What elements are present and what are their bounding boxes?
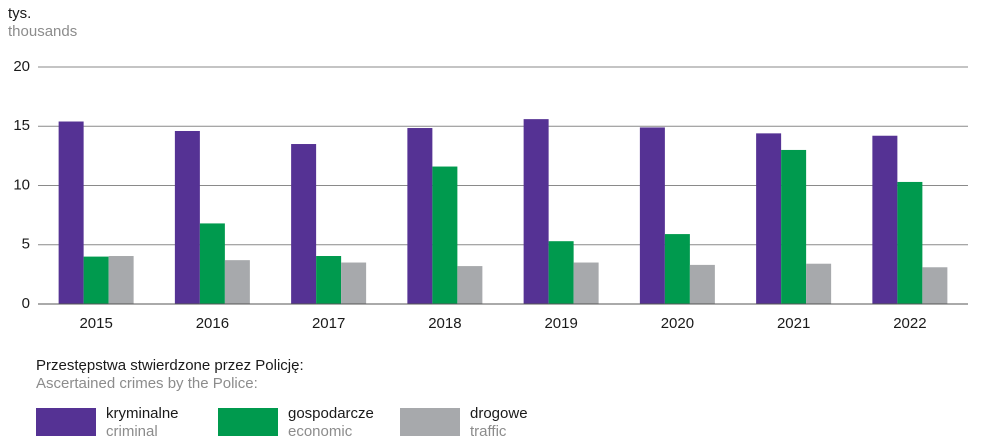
y-axis-label-en: thousands bbox=[8, 23, 77, 40]
bar bbox=[432, 166, 458, 304]
legend-swatch bbox=[400, 408, 460, 436]
x-tick-label: 2018 bbox=[428, 315, 461, 332]
legend-label-en: traffic bbox=[470, 423, 507, 440]
bar bbox=[199, 223, 225, 304]
bar bbox=[341, 262, 367, 304]
legend-swatch bbox=[36, 408, 96, 436]
bar bbox=[922, 267, 948, 304]
bar bbox=[316, 256, 342, 304]
bar bbox=[548, 241, 574, 304]
x-tick-label: 2020 bbox=[661, 315, 694, 332]
legend-title-en: Ascertained crimes by the Police: bbox=[36, 375, 258, 392]
bar bbox=[58, 121, 84, 304]
x-tick-label: 2019 bbox=[544, 315, 577, 332]
bar bbox=[291, 144, 317, 304]
x-tick-label: 2016 bbox=[196, 315, 229, 332]
legend-label: gospodarcze bbox=[288, 405, 374, 422]
bar bbox=[689, 264, 715, 304]
bar bbox=[806, 263, 832, 304]
x-tick-label: 2021 bbox=[777, 315, 810, 332]
x-tick-label: 2022 bbox=[893, 315, 926, 332]
bar bbox=[174, 130, 200, 304]
bar bbox=[664, 234, 690, 304]
x-tick-label: 2015 bbox=[79, 315, 112, 332]
y-axis-label: tys. bbox=[8, 5, 31, 22]
legend-label: kryminalne bbox=[106, 405, 179, 422]
bar bbox=[781, 149, 807, 304]
bar bbox=[407, 128, 433, 304]
bar bbox=[224, 260, 250, 304]
legend-label: drogowe bbox=[470, 405, 528, 422]
y-tick-label: 10 bbox=[13, 176, 30, 193]
bar bbox=[108, 256, 134, 304]
bar bbox=[457, 266, 483, 304]
y-tick-label: 5 bbox=[22, 236, 30, 253]
legend-label-en: criminal bbox=[106, 423, 158, 440]
legend-title: Przestępstwa stwierdzone przez Policję: bbox=[36, 357, 304, 374]
y-tick-label: 20 bbox=[13, 58, 30, 75]
y-tick-label: 0 bbox=[22, 295, 30, 312]
bar bbox=[83, 256, 109, 304]
legend-label-en: economic bbox=[288, 423, 353, 440]
bar bbox=[573, 262, 599, 304]
bar bbox=[523, 119, 549, 304]
y-tick-label: 15 bbox=[13, 117, 30, 134]
bar bbox=[872, 135, 898, 304]
bar bbox=[897, 181, 923, 304]
x-tick-label: 2017 bbox=[312, 315, 345, 332]
legend-swatch bbox=[218, 408, 278, 436]
bar bbox=[639, 127, 665, 304]
bar bbox=[756, 133, 782, 304]
